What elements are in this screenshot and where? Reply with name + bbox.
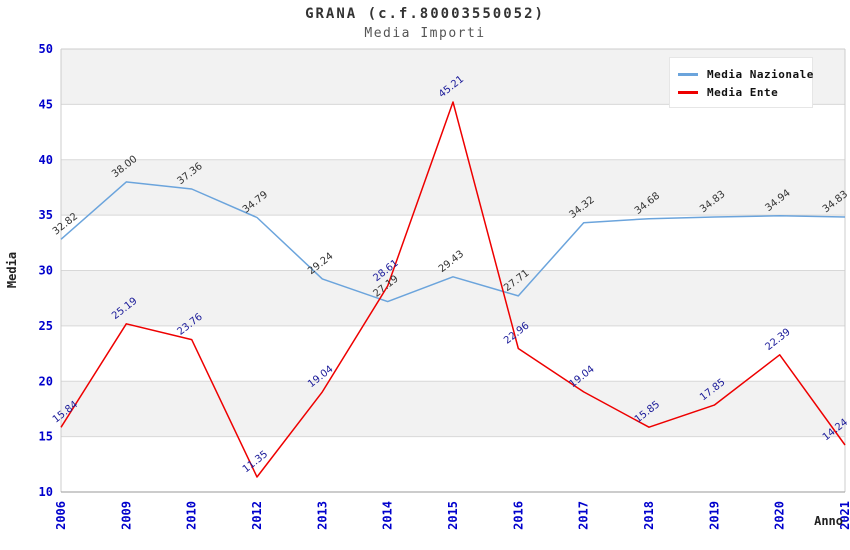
chart-legend: Media Nazionale Media Ente (669, 57, 813, 108)
y-tick-label: 20 (39, 374, 53, 388)
plot-band (61, 159, 845, 216)
x-tick-label: 2006 (54, 501, 68, 530)
y-tick-label: 15 (39, 430, 53, 444)
media-ente-value-label: 22.39 (763, 327, 792, 353)
x-tick-label: 2016 (511, 501, 525, 530)
plot-band (61, 270, 845, 326)
y-tick-label: 25 (39, 319, 53, 333)
y-axis-title: Media (5, 252, 19, 288)
chart-title: GRANA (c.f.80003550052) (305, 6, 545, 22)
x-tick-label: 2009 (119, 501, 133, 530)
x-tick-label: 2020 (773, 501, 787, 530)
y-tick-label: 50 (39, 42, 53, 56)
x-tick-label: 2015 (446, 501, 460, 530)
legend-item-media-ente: Media Ente (678, 83, 806, 101)
y-tick-label: 35 (39, 208, 53, 222)
media-nazionale-line (60, 181, 846, 303)
x-tick-label: 2017 (577, 501, 591, 530)
y-tick-label: 45 (39, 97, 53, 111)
legend-label: Media Ente (707, 85, 779, 99)
media-ente-line (60, 101, 846, 478)
x-tick-label: 2012 (250, 501, 264, 530)
media-ente-line-swatch (678, 90, 698, 94)
x-tick-label: 2019 (707, 501, 721, 530)
x-tick-label: 2014 (381, 501, 395, 530)
chart-subtitle: Media Importi (364, 26, 486, 41)
x-tick-label: 2021 (838, 501, 850, 530)
media-nazionale-line-swatch (678, 72, 698, 76)
x-tick-label: 2018 (642, 501, 656, 530)
y-tick-label: 40 (39, 153, 53, 167)
y-tick-label: 10 (39, 485, 53, 499)
y-tick-label: 30 (39, 264, 53, 278)
x-tick-label: 2010 (185, 501, 199, 530)
legend-item-media-nazionale: Media Nazionale (678, 65, 813, 83)
legend-label: Media Nazionale (707, 67, 814, 81)
x-tick-label: 2013 (315, 501, 329, 530)
plot-band (61, 381, 845, 437)
x-axis-title: Anno (814, 514, 843, 528)
